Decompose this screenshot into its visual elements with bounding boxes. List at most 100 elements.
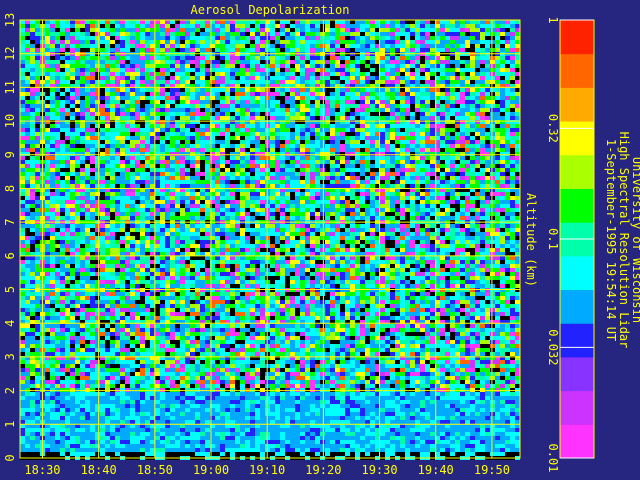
heatmap-cell	[360, 156, 365, 160]
heatmap-cell	[170, 20, 175, 24]
heatmap-cell	[315, 64, 320, 68]
heatmap-cell	[60, 108, 65, 112]
heatmap-cell	[280, 72, 285, 76]
heatmap-cell	[380, 104, 385, 108]
heatmap-cell	[255, 68, 260, 72]
heatmap-cell	[60, 172, 65, 176]
heatmap-cell	[330, 156, 335, 160]
heatmap-cell	[105, 172, 110, 176]
heatmap-cell	[335, 212, 340, 216]
heatmap-cell	[235, 104, 240, 108]
heatmap-cell	[110, 176, 115, 180]
heatmap-cell	[310, 216, 315, 220]
heatmap-cell	[20, 192, 25, 196]
heatmap-cell	[440, 152, 445, 156]
heatmap-cell	[355, 64, 360, 68]
heatmap-cell	[50, 112, 55, 116]
heatmap-cell	[235, 172, 240, 176]
heatmap-cell	[225, 156, 230, 160]
heatmap-cell	[455, 140, 460, 144]
heatmap-cell	[465, 152, 470, 156]
heatmap-cell	[245, 84, 250, 88]
heatmap-cell	[435, 140, 440, 144]
heatmap-cell	[35, 76, 40, 80]
heatmap-cell	[170, 72, 175, 76]
heatmap-cell	[240, 216, 245, 220]
heatmap-cell	[380, 200, 385, 204]
heatmap-cell	[155, 28, 160, 32]
heatmap-cell	[355, 80, 360, 84]
heatmap-cell	[335, 128, 340, 132]
heatmap-cell	[475, 200, 480, 204]
heatmap-cell	[445, 168, 450, 172]
heatmap-cell	[250, 92, 255, 96]
heatmap-cell	[190, 56, 195, 60]
heatmap-cell	[220, 116, 225, 120]
heatmap-cell	[175, 20, 180, 24]
heatmap-cell	[335, 36, 340, 40]
heatmap-cell	[145, 204, 150, 208]
heatmap-cell	[505, 124, 510, 128]
heatmap-cell	[140, 124, 145, 128]
heatmap-cell	[350, 120, 355, 124]
heatmap-cell	[400, 40, 405, 44]
heatmap-cell	[115, 24, 120, 28]
heatmap-cell	[100, 172, 105, 176]
heatmap-cell	[190, 44, 195, 48]
heatmap-cell	[190, 20, 195, 24]
heatmap-cell	[165, 156, 170, 160]
heatmap-cell	[20, 96, 25, 100]
heatmap-cell	[340, 48, 345, 52]
heatmap-cell	[160, 216, 165, 220]
heatmap-cell	[105, 64, 110, 68]
heatmap-cell	[60, 188, 65, 192]
heatmap-cell	[385, 72, 390, 76]
heatmap-cell	[210, 128, 215, 132]
heatmap-cell	[45, 116, 50, 120]
heatmap-cell	[135, 88, 140, 92]
heatmap-cell	[435, 156, 440, 160]
heatmap-cell	[150, 112, 155, 116]
heatmap-cell	[450, 144, 455, 148]
heatmap-cell	[420, 148, 425, 152]
heatmap-cell	[450, 216, 455, 220]
heatmap-cell	[440, 28, 445, 32]
heatmap-cell	[235, 20, 240, 24]
heatmap-cell	[450, 100, 455, 104]
heatmap-cell	[200, 200, 205, 204]
heatmap-cell	[270, 132, 275, 136]
heatmap-cell	[410, 60, 415, 64]
heatmap-cell	[215, 28, 220, 32]
heatmap-cell	[405, 136, 410, 140]
heatmap-cell	[500, 60, 505, 64]
heatmap-cell	[360, 148, 365, 152]
heatmap-cell	[70, 176, 75, 180]
heatmap-cell	[145, 148, 150, 152]
heatmap-cell	[415, 24, 420, 28]
heatmap-cell	[465, 128, 470, 132]
heatmap-cell	[335, 124, 340, 128]
heatmap-cell	[150, 68, 155, 72]
heatmap-cell	[440, 72, 445, 76]
heatmap-cell	[420, 172, 425, 176]
heatmap-cell	[205, 100, 210, 104]
heatmap-cell	[125, 40, 130, 44]
heatmap-cell	[370, 96, 375, 100]
heatmap-cell	[470, 132, 475, 136]
heatmap-cell	[300, 60, 305, 64]
heatmap-cell	[285, 208, 290, 212]
heatmap-cell	[125, 164, 130, 168]
heatmap-cell	[320, 40, 325, 44]
heatmap-cell	[450, 164, 455, 168]
heatmap-cell	[410, 36, 415, 40]
heatmap-cell	[180, 128, 185, 132]
heatmap-cell	[465, 60, 470, 64]
heatmap-cell	[385, 48, 390, 52]
heatmap-cell	[465, 204, 470, 208]
heatmap-cell	[330, 28, 335, 32]
heatmap-cell	[45, 92, 50, 96]
heatmap-cell	[490, 96, 495, 100]
heatmap-cell	[50, 152, 55, 156]
heatmap-cell	[185, 44, 190, 48]
heatmap-cell	[65, 96, 70, 100]
